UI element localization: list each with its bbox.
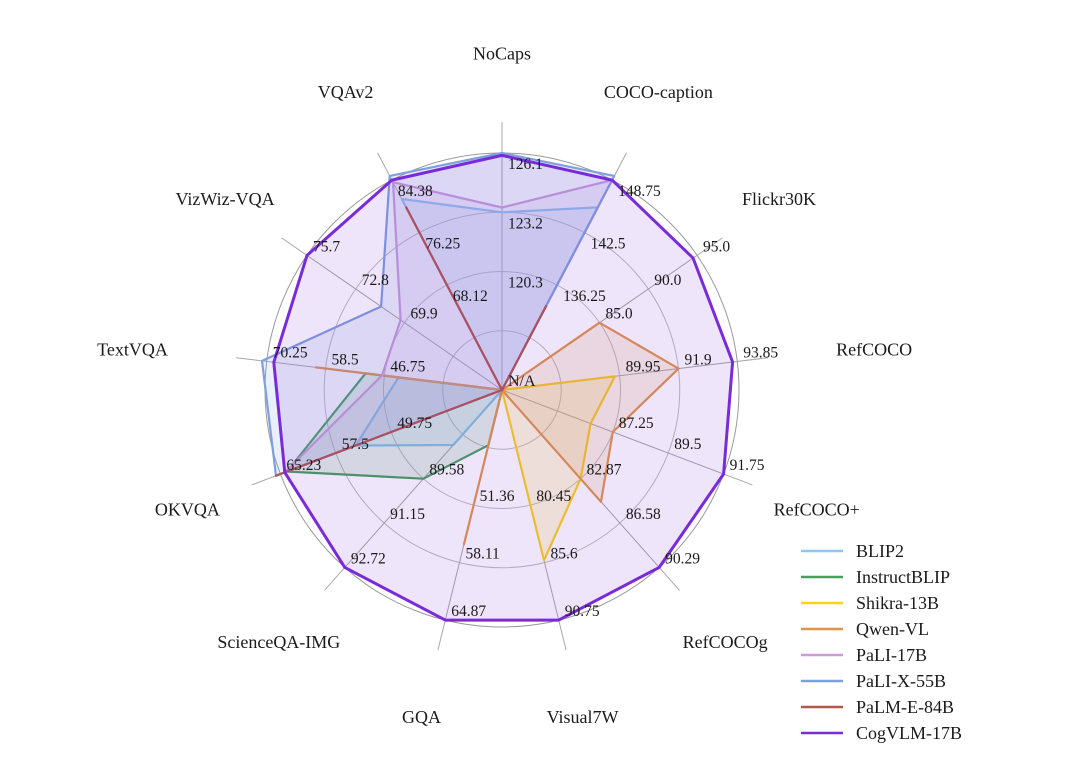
tick-label-flickr30k: 85.0	[606, 306, 633, 323]
tick-label-nocaps: 120.3	[508, 275, 543, 292]
legend-item-qwen-vl: Qwen-VL	[801, 619, 929, 639]
axis-label-nocaps: NoCaps	[473, 43, 531, 63]
axis-label-flickr30k: Flickr30K	[742, 189, 816, 209]
legend-item-palm-e-84b: PaLM-E-84B	[801, 697, 954, 717]
tick-label-vqav2: 68.12	[453, 288, 488, 305]
tick-label-visual7w: 85.6	[551, 546, 578, 563]
series-polygon-qwen-vl	[315, 321, 680, 546]
tick-label-scienceqa-img: 91.15	[390, 506, 425, 523]
tick-label-okvqa: 49.75	[397, 415, 432, 432]
axis-spoke	[501, 389, 753, 486]
axis-label-vqav2: VQAv2	[318, 82, 374, 102]
axis-label-refcocog: RefCOCOg	[683, 632, 768, 652]
axis-label-refcoco-: RefCOCO+	[774, 499, 860, 519]
tick-label-flickr30k: 95.0	[703, 238, 730, 255]
tick-label-gqa: 64.87	[451, 603, 486, 620]
tick-label-nocaps: 126.1	[508, 156, 543, 173]
tick-label-vizwiz-vqa: 69.9	[410, 306, 437, 323]
tick-label-okvqa: 65.23	[286, 457, 321, 474]
legend-label: Shikra-13B	[856, 593, 939, 613]
axis-label-textvqa: TextVQA	[97, 339, 168, 359]
legend-item-shikra-13b: Shikra-13B	[801, 593, 939, 613]
tick-label-visual7w: 80.45	[536, 488, 571, 505]
tick-label-nocaps: 123.2	[508, 215, 543, 232]
tick-label-vqav2: 76.25	[425, 236, 460, 253]
series-polygon-palm-e-84b	[274, 206, 548, 477]
axis-spoke	[281, 237, 503, 391]
axis-label-okvqa: OKVQA	[155, 499, 220, 519]
legend-label: BLIP2	[856, 541, 904, 561]
tick-label-refcocog: 86.58	[626, 506, 661, 523]
axis-label-visual7w: Visual7W	[547, 707, 619, 727]
legend-item-instructblip: InstructBLIP	[801, 567, 950, 587]
axis-label-scienceqa-img: ScienceQA-IMG	[217, 632, 340, 652]
tick-label-refcocog: 90.29	[665, 550, 700, 567]
axis-label-coco-caption: COCO-caption	[604, 82, 713, 102]
tick-label-vizwiz-vqa: 72.8	[362, 272, 389, 289]
legend-label: PaLI-X-55B	[856, 671, 946, 691]
legend-label: PaLM-E-84B	[856, 697, 954, 717]
tick-label-refcoco: 91.9	[684, 352, 711, 369]
tick-label-refcoco: 93.85	[743, 344, 778, 361]
tick-label-gqa: 51.36	[480, 488, 515, 505]
tick-label-flickr30k: 90.0	[654, 272, 681, 289]
tick-label-scienceqa-img: 89.58	[429, 462, 464, 479]
legend-label: CogVLM-17B	[856, 723, 962, 743]
tick-label-visual7w: 90.75	[565, 603, 600, 620]
tick-label-refcoco-: 89.5	[674, 436, 701, 453]
legend-item-pali-x-55b: PaLI-X-55B	[801, 671, 946, 691]
tick-label-vizwiz-vqa: 75.7	[313, 238, 340, 255]
tick-label-okvqa: 57.5	[342, 436, 369, 453]
series-polygon-pali-x-55b	[260, 151, 616, 477]
tick-label-coco-caption: 148.75	[618, 183, 661, 200]
tick-label-textvqa: 58.5	[332, 352, 359, 369]
tick-label-textvqa: 46.75	[390, 359, 425, 376]
legend-label: InstructBLIP	[856, 567, 950, 587]
tick-label-coco-caption: 136.25	[563, 288, 606, 305]
tick-label-vqav2: 84.38	[398, 183, 433, 200]
legend-item-cogvlm-17b: CogVLM-17B	[801, 723, 962, 743]
tick-label-coco-caption: 142.5	[591, 236, 626, 253]
axis-label-vizwiz-vqa: VizWiz-VQA	[175, 189, 274, 209]
legend-label: PaLI-17B	[856, 645, 927, 665]
legend-item-blip2: BLIP2	[801, 541, 904, 561]
legend-item-pali-17b: PaLI-17B	[801, 645, 927, 665]
tick-label-refcocog: 82.87	[587, 462, 622, 479]
tick-label-gqa: 58.11	[465, 546, 499, 563]
tick-label-refcoco: 89.95	[626, 359, 661, 376]
center-na-label: N/A	[508, 373, 536, 390]
axis-label-gqa: GQA	[402, 707, 441, 727]
tick-label-textvqa: 70.25	[273, 344, 308, 361]
legend-label: Qwen-VL	[856, 619, 929, 639]
series-polygon-cogvlm-17b	[272, 153, 735, 622]
tick-label-refcoco-: 91.75	[730, 457, 765, 474]
axis-label-refcoco: RefCOCO	[836, 339, 912, 359]
tick-label-refcoco-: 87.25	[619, 415, 654, 432]
tick-label-scienceqa-img: 92.72	[351, 550, 386, 567]
